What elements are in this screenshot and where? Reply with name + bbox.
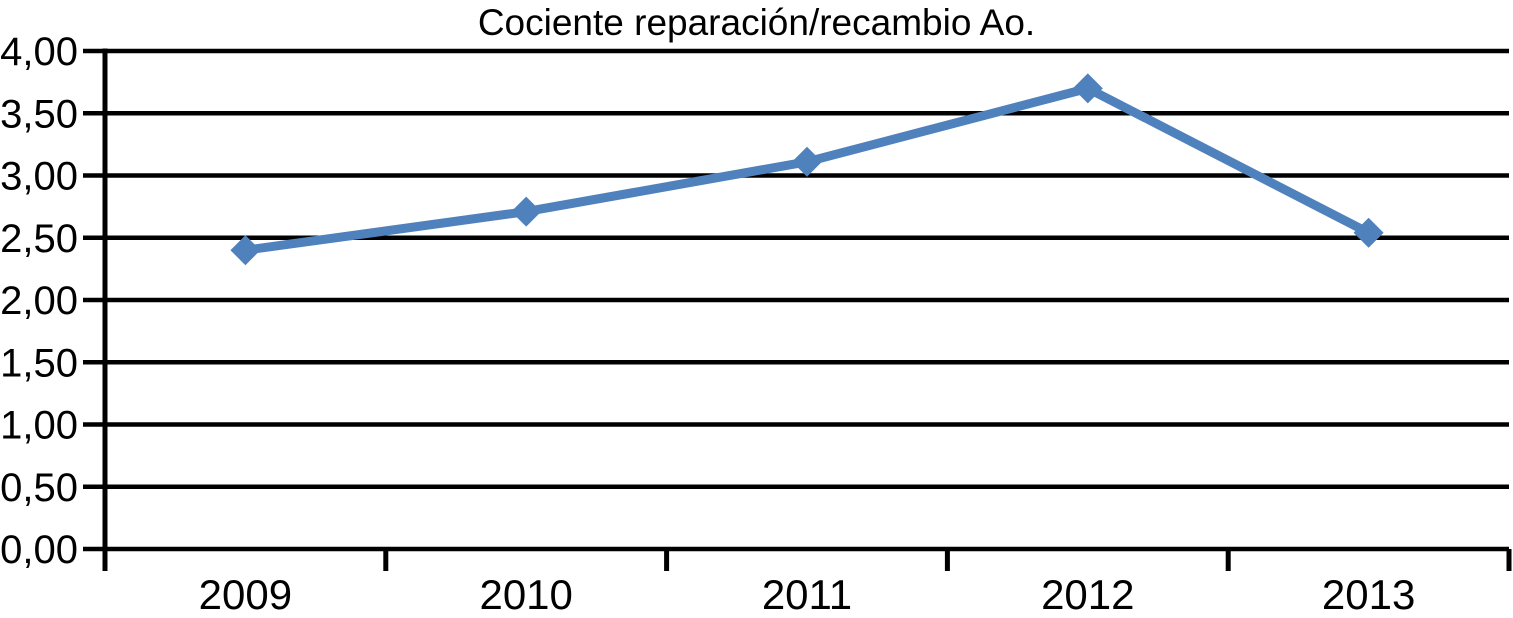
data-point-marker xyxy=(511,196,542,227)
y-tick-label: 1,00 xyxy=(0,404,78,448)
y-tick-label: 4,00 xyxy=(0,30,78,74)
x-tick-label: 2011 xyxy=(762,571,852,618)
y-tick-label: 0,00 xyxy=(0,528,78,572)
x-tick-label: 2012 xyxy=(1041,571,1134,618)
data-point-marker xyxy=(1353,217,1384,248)
data-point-marker xyxy=(1072,73,1103,104)
x-tick-label: 2010 xyxy=(479,571,572,618)
y-tick-label: 2,50 xyxy=(0,217,78,261)
x-tick-label: 2009 xyxy=(199,571,292,618)
y-tick-label: 0,50 xyxy=(0,466,78,510)
y-tick-label: 2,00 xyxy=(0,279,78,323)
y-tick-label: 3,50 xyxy=(0,92,78,136)
data-point-marker xyxy=(792,146,822,177)
x-tick-label: 2013 xyxy=(1322,571,1415,618)
y-tick-label: 1,50 xyxy=(0,341,78,385)
data-point-marker xyxy=(230,235,261,266)
chart-title: Cociente reparación/recambio Ao. xyxy=(477,2,1036,43)
y-tick-label: 3,00 xyxy=(0,155,78,199)
